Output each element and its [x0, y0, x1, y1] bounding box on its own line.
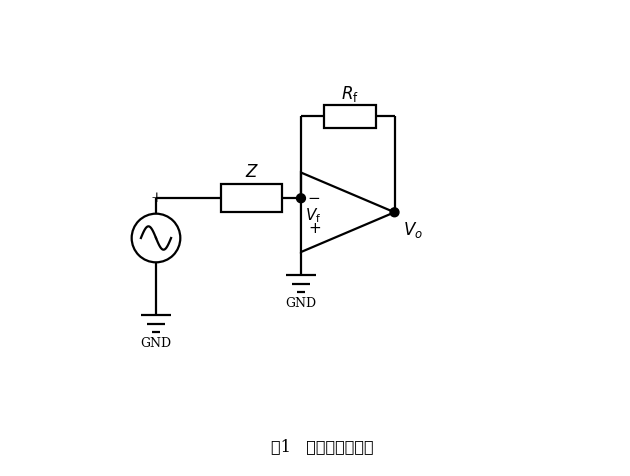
Text: $-$: $-$: [307, 189, 321, 204]
Text: $V_o$: $V_o$: [403, 220, 423, 240]
Text: 图1   自平衡电桥电路: 图1 自平衡电桥电路: [271, 437, 374, 455]
Bar: [324, 105, 376, 128]
Text: $+$: $+$: [307, 221, 321, 236]
Text: +: +: [150, 191, 162, 205]
Text: $R_\mathrm{f}$: $R_\mathrm{f}$: [341, 84, 359, 104]
Bar: [222, 184, 282, 212]
Circle shape: [390, 208, 399, 217]
Circle shape: [297, 194, 306, 203]
Text: $Z$: $Z$: [245, 164, 259, 181]
Text: $V_\mathrm{f}$: $V_\mathrm{f}$: [305, 207, 321, 225]
Text: GND: GND: [140, 337, 171, 350]
Text: GND: GND: [285, 297, 316, 310]
